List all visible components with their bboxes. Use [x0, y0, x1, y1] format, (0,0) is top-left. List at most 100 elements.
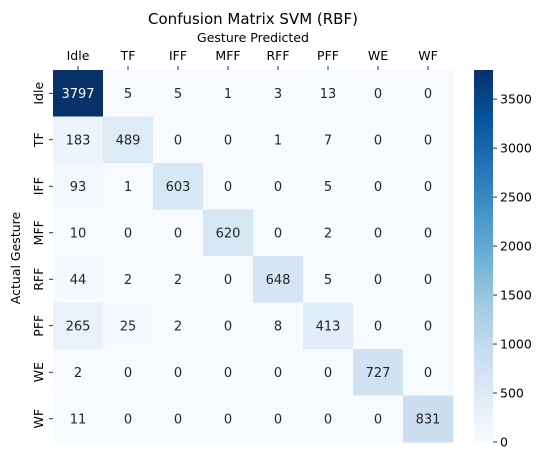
cell-value-label: 0: [124, 366, 132, 381]
cell-MFF-MFF: [203, 209, 254, 257]
cell-value-label: 0: [174, 412, 182, 427]
cell-PFF-PFF: [303, 302, 354, 350]
cell-value-label: 5: [324, 180, 332, 195]
cell-value-label: 0: [424, 180, 432, 195]
cell-RFF-TF: [103, 256, 154, 303]
cell-value-label: 0: [324, 366, 332, 381]
cell-TF-IFF: [153, 116, 204, 164]
y-tick-label: TF: [31, 132, 46, 148]
cell-IFF-MFF: [203, 163, 254, 210]
cell-value-label: 11: [70, 412, 87, 427]
colorbar-gradient: [474, 70, 493, 442]
cell-value-label: 0: [224, 273, 232, 288]
cell-value-label: 0: [224, 180, 232, 195]
cell-TF-MFF: [203, 116, 254, 164]
cell-MFF-TF: [103, 209, 154, 257]
cell-value-label: 648: [266, 273, 291, 288]
cell-MFF-PFF: [303, 209, 354, 257]
cell-IFF-PFF: [303, 163, 354, 210]
cell-value-label: 3: [274, 87, 282, 102]
cell-value-label: 2: [124, 273, 132, 288]
cell-RFF-MFF: [203, 256, 254, 303]
cell-value-label: 13: [320, 87, 337, 102]
cell-MFF-WF: [403, 209, 454, 257]
cell-value-label: 0: [224, 319, 232, 334]
y-tick-label: WF: [31, 409, 46, 429]
cell-value-label: 0: [174, 133, 182, 148]
cell-TF-RFF: [253, 116, 304, 164]
cell-value-label: 0: [274, 366, 282, 381]
cell-Idle-RFF: [253, 70, 304, 117]
cell-IFF-RFF: [253, 163, 304, 210]
cell-value-label: 8: [274, 319, 282, 334]
cell-PFF-Idle: [53, 302, 104, 350]
cell-MFF-WE: [353, 209, 404, 257]
cell-IFF-TF: [103, 163, 154, 210]
cell-value-label: 0: [274, 412, 282, 427]
cell-WF-MFF: [203, 395, 254, 443]
cell-value-label: 0: [424, 319, 432, 334]
cell-value-label: 0: [424, 133, 432, 148]
cell-value-label: 0: [374, 412, 382, 427]
cell-value-label: 0: [374, 319, 382, 334]
cell-WF-WE: [353, 395, 404, 443]
cell-MFF-Idle: [53, 209, 104, 257]
y-tick-label: MFF: [31, 220, 46, 245]
cell-WF-TF: [103, 395, 154, 443]
cell-value-label: 265: [66, 319, 91, 334]
y-axis-ticks: Idle TF IFF MFF RFF PFF WE WF: [31, 82, 53, 429]
cell-PFF-TF: [103, 302, 154, 350]
cell-RFF-PFF: [303, 256, 354, 303]
cell-value-label: 0: [424, 273, 432, 288]
cell-value-label: 2: [174, 319, 182, 334]
colorbar-tick-label: 2000: [500, 239, 532, 254]
cell-value-label: 0: [224, 366, 232, 381]
cell-value-label: 727: [366, 366, 391, 381]
cell-value-label: 0: [174, 366, 182, 381]
x-tick-label: TF: [120, 48, 136, 63]
cell-value-label: 1: [124, 180, 132, 195]
cell-value-label: 831: [416, 412, 441, 427]
cell-value-label: 1: [274, 133, 282, 148]
x-tick-label: WE: [368, 48, 388, 63]
cell-RFF-WF: [403, 256, 454, 303]
cell-value-label: 2: [174, 273, 182, 288]
colorbar: 0 500 1000 1500 2000 2500 3000 3500: [474, 70, 532, 450]
cell-value-label: 0: [324, 412, 332, 427]
cell-value-label: 0: [424, 366, 432, 381]
x-axis-ticks: Idle TF IFF MFF RFF PFF WE WF: [67, 48, 438, 70]
x-tick-label: Idle: [67, 48, 90, 63]
cell-value-label: 0: [374, 180, 382, 195]
cell-value-label: 3797: [61, 87, 94, 102]
y-tick-label: IFF: [31, 177, 46, 195]
cell-TF-Idle: [53, 116, 104, 164]
cell-value-label: 0: [124, 412, 132, 427]
colorbar-tick-label: 1000: [500, 337, 532, 352]
cell-Idle-Idle: [53, 70, 104, 117]
cell-value-label: 93: [70, 180, 87, 195]
cell-value-label: 0: [424, 226, 432, 241]
cell-RFF-Idle: [53, 256, 104, 303]
cell-Idle-TF: [103, 70, 154, 117]
y-tick-label: RFF: [31, 268, 46, 291]
cell-WE-PFF: [303, 349, 354, 396]
cell-value-label: 7: [324, 133, 332, 148]
cell-PFF-MFF: [203, 302, 254, 350]
cell-WE-WF: [403, 349, 454, 396]
cell-value-label: 489: [116, 133, 141, 148]
cell-value-label: 10: [70, 226, 87, 241]
cell-value-label: 2: [324, 226, 332, 241]
cell-value-label: 5: [124, 87, 132, 102]
cell-WF-RFF: [253, 395, 304, 443]
cell-value-label: 25: [120, 319, 137, 334]
x-tick-label: MFF: [215, 48, 240, 63]
cell-WF-PFF: [303, 395, 354, 443]
cell-value-label: 0: [274, 180, 282, 195]
cell-Idle-IFF: [153, 70, 204, 117]
cell-WE-RFF: [253, 349, 304, 396]
cell-value-label: 2: [74, 366, 82, 381]
cell-IFF-WE: [353, 163, 404, 210]
cell-value-label: 0: [374, 273, 382, 288]
cell-PFF-WF: [403, 302, 454, 350]
